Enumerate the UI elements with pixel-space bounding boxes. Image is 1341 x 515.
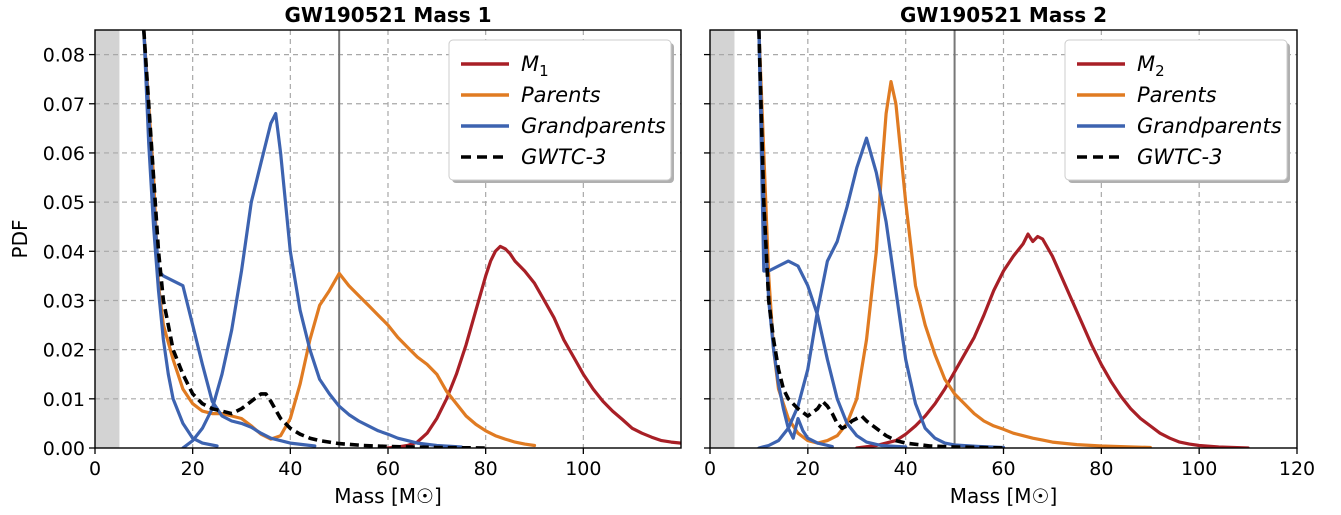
chart2-xtick-label: 100 — [1181, 458, 1217, 480]
chart1-legend-label-3: Grandparents — [521, 114, 666, 138]
chart1-ytick-label: 0.03 — [43, 290, 85, 312]
chart1-ytick-label: 0.08 — [43, 45, 85, 67]
chart1-ytick-label: 0.04 — [43, 241, 85, 263]
chart1-legend-label-2: Parents — [521, 83, 601, 107]
chart2-xtick-label: 40 — [894, 458, 918, 480]
chart2-xaxis-label: Mass [M☉] — [950, 484, 1058, 508]
chart2-xtick-label: 0 — [704, 458, 716, 480]
chart1-xtick-label: 20 — [181, 458, 205, 480]
chart1-ytick-label: 0.06 — [43, 143, 85, 165]
chart1-yaxis-label: PDF — [8, 220, 32, 259]
chart1-xtick-label: 0 — [89, 458, 101, 480]
chart2-xtick-label: 120 — [1279, 458, 1315, 480]
chart2-xtick-label: 20 — [796, 458, 820, 480]
chart1-xaxis-label: Mass [M☉] — [334, 484, 442, 508]
chart1-shaded-region — [95, 30, 119, 448]
chart1-ytick-label: 0.07 — [43, 94, 85, 116]
chart2-legend-label-4: GWTC-3 — [1137, 145, 1222, 169]
chart1: 0 20 40 60 80 100 0.00 0.01 0.02 0.03 0.04 0.05 0.06… — [8, 3, 681, 508]
chart1-ytick-label: 0.00 — [43, 438, 85, 460]
chart1-xtick-label: 60 — [376, 458, 400, 480]
chart1-xtick-label: 100 — [565, 458, 601, 480]
chart2-legend-label-3: Grandparents — [1137, 114, 1282, 138]
chart1-legend-label-4: GWTC-3 — [521, 145, 606, 169]
chart1-ytick-label: 0.01 — [43, 389, 85, 411]
chart1-ytick-label: 0.02 — [43, 340, 85, 362]
chart2-title: GW190521 Mass 2 — [900, 3, 1107, 27]
chart2-xtick-label: 60 — [991, 458, 1015, 480]
chart2-legend-label-2: Parents — [1137, 83, 1217, 107]
chart2-xtick-label: 80 — [1089, 458, 1113, 480]
chart1-xtick-label: 80 — [474, 458, 498, 480]
chart1-ytick-label: 0.05 — [43, 192, 85, 214]
chart2-shaded-region — [710, 30, 734, 448]
chart1-title: GW190521 Mass 1 — [284, 3, 491, 27]
chart1-xtick-label: 40 — [278, 458, 302, 480]
